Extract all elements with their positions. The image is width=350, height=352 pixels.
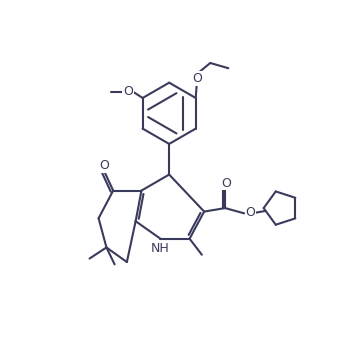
Text: O: O [221, 177, 231, 190]
Text: O: O [99, 159, 109, 172]
Text: NH: NH [151, 241, 170, 254]
Text: O: O [123, 85, 133, 98]
Text: O: O [192, 72, 202, 85]
Text: O: O [246, 206, 256, 219]
